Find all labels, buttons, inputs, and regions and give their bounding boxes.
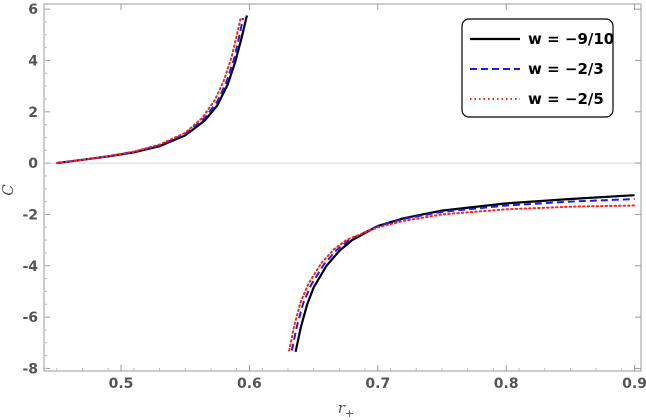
x-tick-label: 0.9 xyxy=(622,376,646,392)
legend-label-3: w = −2/5 xyxy=(528,90,604,108)
x-tick-label: 0.7 xyxy=(365,376,390,392)
series-3-branch-2-line xyxy=(288,204,636,352)
series-2-branch-2-line xyxy=(290,198,635,351)
y-tick-label: -2 xyxy=(22,207,38,223)
y-axis-title: C xyxy=(0,184,17,196)
y-axis-ticks: -8 -6 -4 -2 0 2 4 6 xyxy=(22,2,641,377)
x-axis-title: r+ xyxy=(338,399,354,420)
plot-border xyxy=(43,3,642,372)
series-1-branch-1-line xyxy=(56,15,248,165)
y-tick-label: -8 xyxy=(22,361,38,377)
y-tick-label: 0 xyxy=(28,156,38,172)
plot-frame xyxy=(43,3,642,372)
x-axis-ticks: 0.5 0.6 0.7 0.8 0.9 xyxy=(56,4,646,392)
legend-label-2: w = −2/3 xyxy=(528,60,604,78)
legend-label-1: w = −9/10 xyxy=(528,30,614,48)
series-1-branch-2-line xyxy=(294,194,635,353)
y-tick-label: -6 xyxy=(22,310,38,326)
x-tick-label: 0.8 xyxy=(494,376,519,392)
x-axis-title-main: r xyxy=(338,399,346,417)
x-tick-label: 0.6 xyxy=(237,376,262,392)
y-tick-label: -4 xyxy=(22,259,38,275)
y-tick-label: 6 xyxy=(28,2,38,18)
y-tick-label: 4 xyxy=(28,53,38,69)
series-layer xyxy=(55,15,636,353)
legend: w = −9/10 w = −2/3 w = −2/5 xyxy=(461,18,614,118)
x-tick-label: 0.5 xyxy=(109,376,134,392)
y-tick-label: 2 xyxy=(28,105,38,121)
series-2-branch-1-line xyxy=(56,17,244,165)
x-axis-title-subscript: + xyxy=(345,407,354,420)
legend-box xyxy=(461,18,614,118)
series-3-branch-1-line xyxy=(55,18,242,165)
